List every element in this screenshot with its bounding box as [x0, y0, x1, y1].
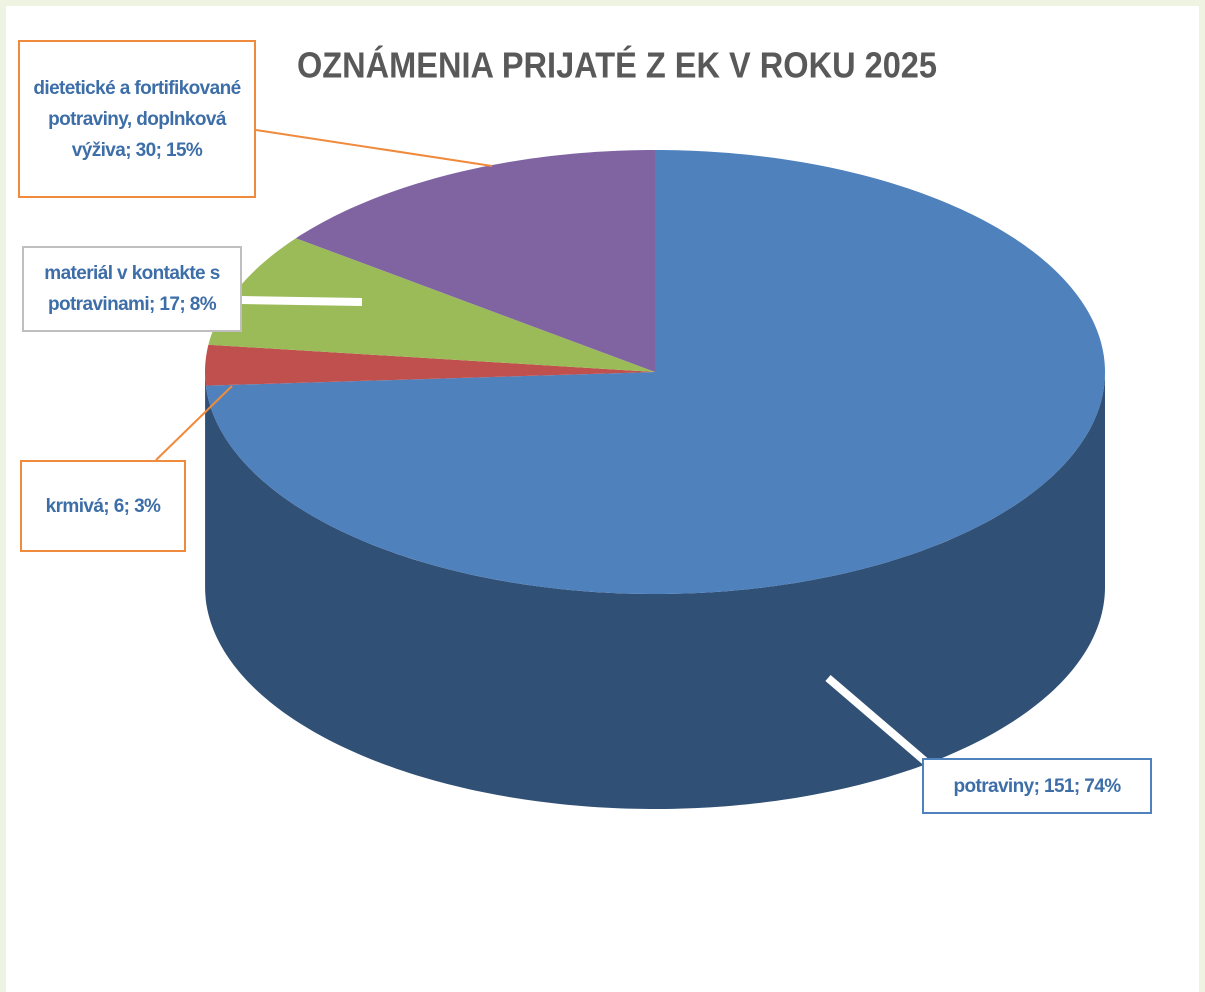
slice-side — [205, 372, 1105, 809]
page: OZNÁMENIA PRIJATÉ Z EK V ROKU 2025 potra… — [6, 6, 1199, 992]
pie-slice — [205, 150, 1105, 594]
chart-title: OZNÁMENIA PRIJATÉ Z EK V ROKU 2025 — [297, 45, 937, 86]
chart: OZNÁMENIA PRIJATÉ Z EK V ROKU 2025 — [155, 45, 1105, 809]
slice-side — [205, 372, 206, 601]
data-label: krmivá; 6; 3% — [20, 460, 186, 552]
data-label: materiál v kontakte s potravinami; 17; 8… — [22, 246, 242, 332]
data-label: potraviny; 151; 74% — [922, 758, 1152, 814]
leader-line — [255, 129, 493, 167]
leader-line — [825, 674, 929, 766]
pie-slice — [205, 344, 655, 386]
pie-slice — [295, 150, 655, 372]
leader-line — [155, 385, 233, 461]
pie-slice — [208, 238, 655, 372]
leader-line — [241, 296, 363, 306]
data-label: dietetické a fortifikované potraviny, do… — [18, 40, 256, 198]
